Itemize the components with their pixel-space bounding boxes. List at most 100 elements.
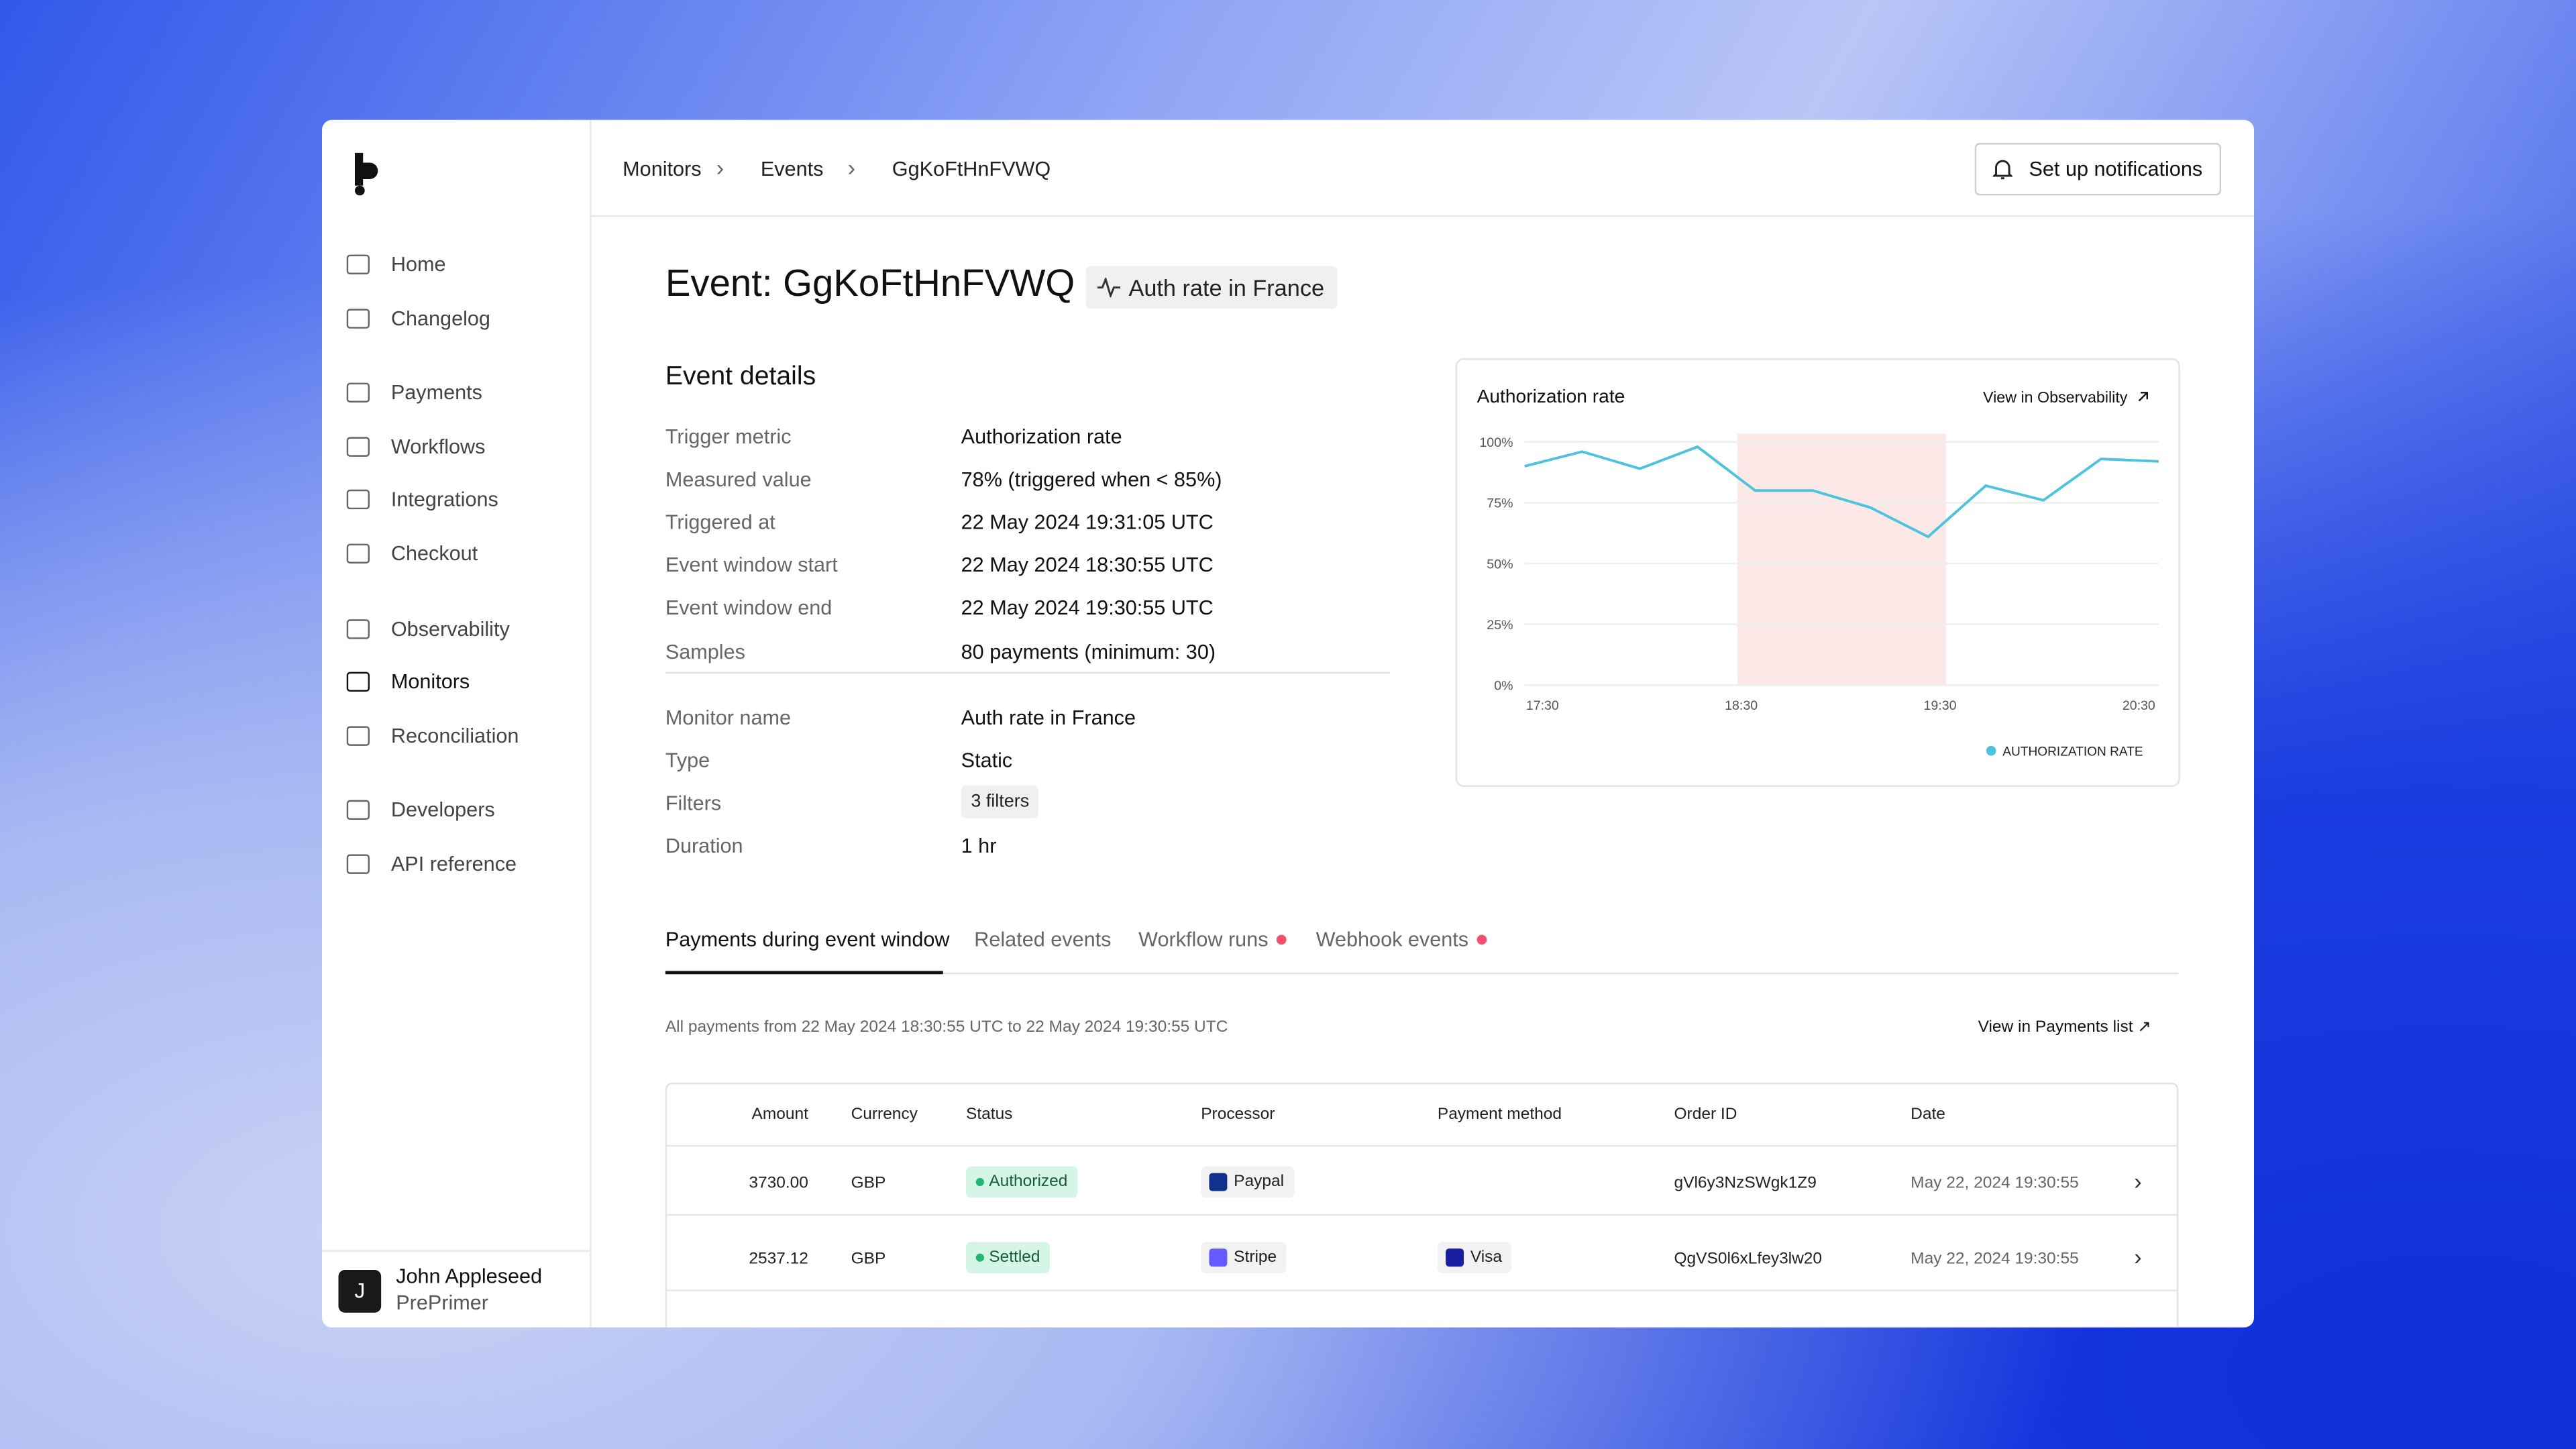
button-label: Set up notifications <box>2029 158 2203 181</box>
detail-label: Trigger metric <box>665 425 792 449</box>
detail-chip: 3 filters <box>961 785 1039 818</box>
payments-table <box>665 1082 2179 1328</box>
x-tick-label: 19:30 <box>1923 698 1956 713</box>
nav-icon <box>346 543 370 564</box>
status-badge: Settled <box>966 1242 1051 1273</box>
nav-icon <box>346 725 370 746</box>
cell: GBP <box>851 1250 886 1269</box>
y-tick-label: 0% <box>1494 679 1513 694</box>
nav-label: Monitors <box>390 670 470 694</box>
nav-label: Changelog <box>390 306 490 330</box>
processor-badge: Stripe <box>1201 1242 1287 1273</box>
monitor-tag[interactable]: Auth rate in France <box>1085 266 1338 309</box>
nav-label: Developers <box>390 799 495 822</box>
nav-icon <box>346 854 370 874</box>
nav-item[interactable]: Home <box>338 245 568 284</box>
detail-label: Type <box>665 748 710 772</box>
y-tick-label: 75% <box>1487 496 1513 511</box>
tab[interactable]: Related events <box>974 928 1112 951</box>
divider <box>322 1250 590 1252</box>
breadcrumb-sep: › <box>716 154 724 181</box>
cell-amount: 3730.00 <box>749 1175 808 1193</box>
section-heading: Event details <box>665 363 816 391</box>
nav-icon <box>346 672 370 692</box>
tag-label: Auth rate in France <box>1128 274 1325 301</box>
tab[interactable]: Payments during event window <box>665 928 950 951</box>
detail-label: Triggered at <box>665 511 775 535</box>
breadcrumb-item[interactable]: Events <box>760 158 824 181</box>
nav-icon <box>346 800 370 820</box>
sidebar <box>322 119 592 1328</box>
tab-underline <box>665 971 943 975</box>
nav-icon <box>346 619 370 639</box>
x-tick-label: 20:30 <box>2123 698 2155 713</box>
column-header: Status <box>966 1106 1013 1124</box>
row-divider <box>667 1289 2177 1291</box>
table-link[interactable]: View in Payments list ↗ <box>1978 1018 2151 1037</box>
nav-item[interactable]: Integrations <box>338 480 568 520</box>
detail-value: 22 May 2024 19:30:55 UTC <box>961 596 1214 621</box>
column-header: Amount <box>751 1106 808 1124</box>
status-dot <box>975 1177 984 1187</box>
nav-item[interactable]: Monitors <box>338 662 568 702</box>
avatar: J <box>338 1270 382 1313</box>
notify-button[interactable]: Set up notifications <box>1974 143 2222 196</box>
detail-label: Filters <box>665 791 722 815</box>
brand-icon <box>1209 1173 1228 1191</box>
cell: QgVS0l6xLfey3lw20 <box>1674 1250 1823 1269</box>
tab-dot <box>1276 934 1287 945</box>
nav-label: Workflows <box>390 435 486 458</box>
chart-card: Authorization rate View in Observability 0… <box>1455 358 2180 788</box>
row-chevron[interactable]: › <box>2134 1168 2142 1195</box>
breadcrumb-item: GgKoFtHnFVWQ <box>892 158 1051 181</box>
detail-value: 22 May 2024 19:31:05 UTC <box>961 511 1214 535</box>
tab[interactable]: Webhook events <box>1316 928 1487 951</box>
detail-value: 80 payments (minimum: 30) <box>961 639 1216 663</box>
nav-item[interactable]: Checkout <box>338 534 568 574</box>
tab[interactable]: Workflow runs <box>1138 928 1287 951</box>
column-header: Order ID <box>1674 1106 1737 1124</box>
chart-link[interactable]: View in Observability <box>1983 388 2128 406</box>
brand-icon <box>1209 1248 1228 1267</box>
nav-item[interactable]: API reference <box>338 845 568 884</box>
highlight-region <box>1737 433 1946 686</box>
nav-item[interactable]: Changelog <box>338 299 568 338</box>
detail-label: Measured value <box>665 468 812 492</box>
detail-label: Monitor name <box>665 706 792 729</box>
nav-item[interactable]: Observability <box>338 609 568 649</box>
y-tick-label: 50% <box>1487 557 1513 572</box>
table-info: All payments from 22 May 2024 18:30:55 U… <box>665 1018 1228 1037</box>
cell: gVl6y3NzSWgk1Z9 <box>1674 1175 1817 1193</box>
user-org: PrePrimer <box>396 1291 488 1315</box>
column-header: Processor <box>1201 1106 1275 1124</box>
detail-value: Static <box>961 748 1013 772</box>
nav-item[interactable]: Reconciliation <box>338 716 568 755</box>
logo <box>354 152 378 196</box>
series-line <box>1524 445 2159 539</box>
row-divider <box>667 1144 2177 1147</box>
nav-icon <box>346 490 370 511</box>
cell: GBP <box>851 1175 886 1193</box>
nav-label: API reference <box>390 853 517 876</box>
row-chevron[interactable]: › <box>2134 1243 2142 1271</box>
nav-item[interactable]: Developers <box>338 791 568 830</box>
detail-divider <box>665 671 1390 674</box>
column-header: Date <box>1911 1106 1945 1124</box>
nav-label: Integrations <box>390 488 498 512</box>
processor-badge: Paypal <box>1201 1166 1294 1198</box>
header-divider <box>590 215 2255 217</box>
column-header: Currency <box>851 1106 918 1124</box>
breadcrumb-sep: › <box>847 154 856 181</box>
y-tick-label: 100% <box>1479 435 1513 450</box>
nav-label: Observability <box>390 616 510 641</box>
detail-value: Auth rate in France <box>961 706 1136 729</box>
breadcrumb-item[interactable]: Monitors <box>623 158 702 181</box>
user-name: John Appleseed <box>396 1265 543 1289</box>
nav-item[interactable]: Payments <box>338 373 568 413</box>
detail-value: 22 May 2024 18:30:55 UTC <box>961 554 1214 578</box>
brand-icon <box>1446 1248 1464 1267</box>
chart: Authorization rate View in Observability 0… <box>1477 386 2159 759</box>
nav-item[interactable]: Workflows <box>338 427 568 466</box>
row-divider <box>667 1214 2177 1216</box>
